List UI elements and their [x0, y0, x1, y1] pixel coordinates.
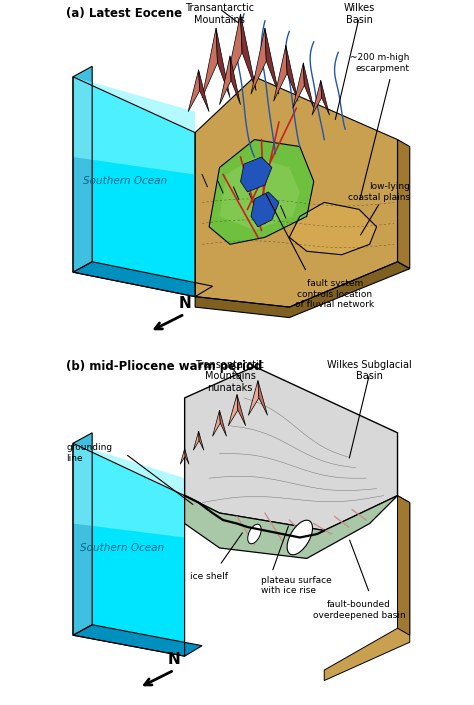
Polygon shape	[237, 394, 246, 426]
Polygon shape	[228, 394, 238, 426]
Polygon shape	[73, 77, 195, 174]
Text: Southern Ocean: Southern Ocean	[80, 543, 164, 553]
Polygon shape	[324, 496, 410, 680]
Polygon shape	[73, 625, 202, 656]
Text: Wilkes
Basin: Wilkes Basin	[344, 4, 375, 25]
Polygon shape	[251, 28, 266, 94]
Polygon shape	[312, 80, 322, 115]
Polygon shape	[73, 443, 185, 656]
Polygon shape	[185, 448, 189, 464]
Polygon shape	[185, 367, 398, 530]
Text: plateau surface
with ice rise: plateau surface with ice rise	[262, 576, 332, 595]
Polygon shape	[73, 443, 185, 537]
Polygon shape	[240, 14, 256, 91]
Polygon shape	[303, 63, 314, 108]
Text: N: N	[168, 651, 181, 667]
Text: fault-bounded
overdeepened basin: fault-bounded overdeepened basin	[313, 601, 406, 620]
Polygon shape	[219, 410, 227, 436]
Polygon shape	[225, 14, 242, 91]
Polygon shape	[73, 433, 92, 635]
Polygon shape	[248, 381, 259, 415]
Polygon shape	[273, 45, 287, 102]
Text: ice shelf: ice shelf	[190, 572, 228, 582]
Polygon shape	[199, 70, 209, 111]
Polygon shape	[73, 262, 212, 297]
Polygon shape	[73, 77, 195, 297]
Ellipse shape	[248, 525, 261, 544]
Polygon shape	[230, 56, 240, 104]
Polygon shape	[286, 45, 298, 102]
Polygon shape	[212, 410, 220, 436]
Polygon shape	[219, 56, 231, 104]
Polygon shape	[188, 70, 200, 111]
Polygon shape	[180, 448, 185, 464]
Polygon shape	[240, 157, 272, 192]
Text: (a) Latest Eocene: (a) Latest Eocene	[66, 7, 182, 20]
Polygon shape	[195, 77, 398, 307]
Text: fault system
controls location
of fluvial network: fault system controls location of fluvia…	[295, 279, 374, 309]
Text: ~200 m-high
escarpment: ~200 m-high escarpment	[350, 53, 410, 73]
Polygon shape	[289, 202, 376, 255]
Polygon shape	[398, 140, 410, 269]
Text: Southern Ocean: Southern Ocean	[83, 176, 167, 186]
Polygon shape	[251, 192, 279, 227]
Polygon shape	[193, 431, 199, 450]
Polygon shape	[398, 496, 410, 635]
Text: (b) mid-Pliocene warm period: (b) mid-Pliocene warm period	[66, 360, 263, 372]
Polygon shape	[185, 496, 398, 558]
Polygon shape	[216, 28, 230, 98]
Text: grounding
line: grounding line	[66, 443, 112, 462]
Polygon shape	[209, 140, 314, 245]
Text: N: N	[178, 295, 191, 311]
Text: low-lying
coastal plains: low-lying coastal plains	[347, 182, 410, 202]
Polygon shape	[199, 431, 204, 450]
Text: Transantarctic
Mountains: Transantarctic Mountains	[185, 4, 254, 25]
Polygon shape	[293, 63, 304, 108]
Polygon shape	[73, 66, 92, 272]
Polygon shape	[219, 157, 300, 231]
Text: Wilkes Subglacial
Basin: Wilkes Subglacial Basin	[327, 360, 412, 381]
Polygon shape	[321, 80, 329, 115]
Polygon shape	[265, 28, 279, 94]
Polygon shape	[202, 28, 218, 98]
Ellipse shape	[287, 520, 312, 555]
Polygon shape	[258, 381, 267, 415]
Text: Transantarctic
Mountains
nunataks: Transantarctic Mountains nunataks	[195, 360, 264, 393]
Polygon shape	[195, 262, 410, 317]
